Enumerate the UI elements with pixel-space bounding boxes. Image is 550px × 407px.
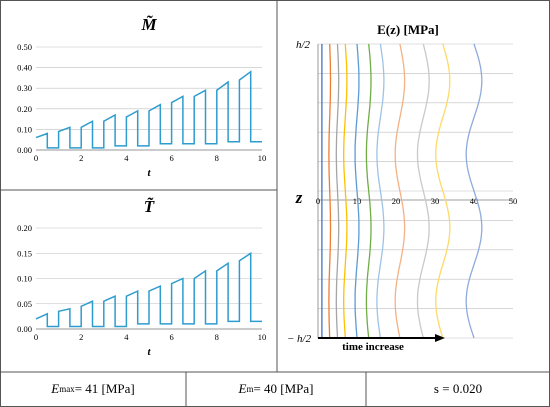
x-tick-label: 50 [509,196,518,206]
emax-subscript: max [59,384,75,394]
em-value: = 40 [MPa] [253,381,314,396]
e-curve [365,43,372,339]
chart-title: M̃ [140,15,157,34]
e-curve [343,43,348,339]
x-tick-label: 8 [215,153,219,163]
e-curve [354,43,360,339]
emax-value: = 41 [MPa] [74,381,135,396]
y-tick-label: 0.10 [17,274,32,284]
x-tick-label: 6 [169,153,173,163]
y-tick-label: 0.40 [17,63,32,73]
x-tick-label: 30 [431,196,440,206]
x-axis-label: t [147,167,151,179]
x-tick-label: 10 [258,153,267,163]
chart-m-tilde: M̃ 0.00 0.10 0.20 0.30 0.40 0.50 0 2 4 6 8 10 t [17,15,267,179]
chart-title: E(z) [MPa] [377,22,439,37]
series-line [35,251,262,328]
em-subscript: m [246,384,254,394]
chart-t-tilde: T̃ 0.00 0.05 0.10 0.15 0.20 0 2 4 6 8 10 t [17,197,267,358]
z-axis-label: z [295,188,303,207]
y-tick-label: 0.30 [17,83,32,93]
y-tick-label: 0.00 [17,145,32,155]
x-tick-label: 10 [258,332,267,342]
x-tick-label: 2 [79,153,83,163]
chart-e-profile: E(z) [MPa] 0 10 20 30 40 50 z h/2 − h/2 time incre… [287,22,518,353]
e-curve [335,43,340,339]
time-increase-label: time increase [342,341,404,353]
e-curve [376,43,385,339]
x-tick-label: 2 [79,332,83,342]
e-curve [328,43,332,339]
x-tick-label: 8 [215,332,219,342]
y-tick-label: 0.20 [17,223,32,233]
e-curve [416,43,430,339]
x-tick-label: 10 [353,196,362,206]
top-boundary-label: h/2 [296,39,311,51]
y-tick-label: 0.00 [17,324,32,334]
s-value: s = 0.020 [433,381,483,396]
x-tick-label: 0 [34,153,38,163]
x-tick-label: 0 [316,196,320,206]
em-symbol: E [238,381,247,396]
time-arrow-head [435,334,445,342]
x-tick-label: 40 [470,196,479,206]
x-tick-label: 4 [124,332,129,342]
x-tick-label: 4 [124,153,129,163]
chart-title: T̃ [144,197,155,216]
x-tick-label: 0 [34,332,38,342]
e-curve [465,43,483,339]
e-curve [435,43,451,339]
y-tick-label: 0.05 [17,299,32,309]
x-tick-label: 20 [392,196,401,206]
y-tick-label: 0.50 [17,42,32,52]
x-axis-label: t [147,346,151,358]
e-curve [394,43,406,339]
x-tick-label: 6 [169,332,173,342]
y-tick-label: 0.15 [17,248,32,258]
y-tick-label: 0.20 [17,104,32,114]
series-line [35,70,262,149]
emax-symbol: E [51,381,60,396]
bottom-boundary-label: − h/2 [287,333,312,345]
y-tick-label: 0.10 [17,124,32,134]
footer-s: s = 0.020 [366,372,550,406]
